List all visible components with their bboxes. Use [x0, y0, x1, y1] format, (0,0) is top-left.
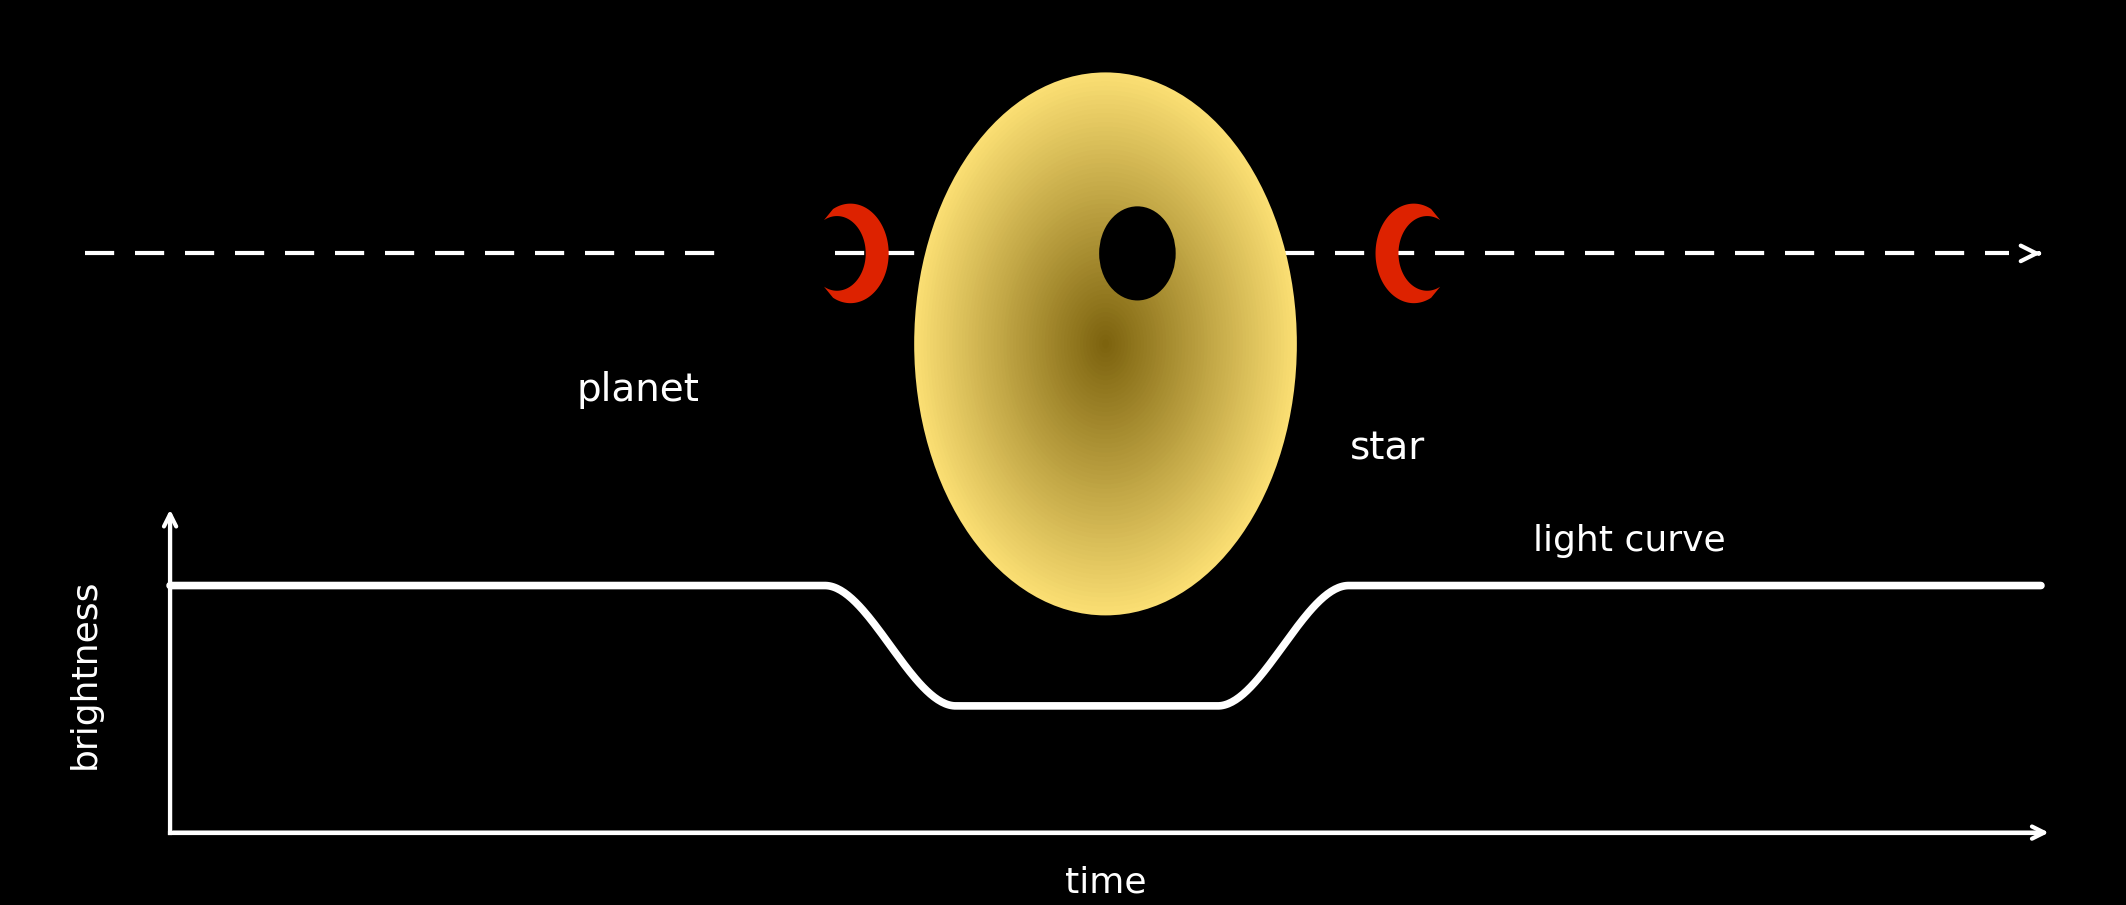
Ellipse shape	[927, 90, 1284, 597]
Ellipse shape	[959, 136, 1252, 552]
Ellipse shape	[1054, 272, 1157, 416]
Ellipse shape	[914, 72, 1297, 615]
Ellipse shape	[1099, 206, 1176, 300]
Ellipse shape	[1048, 262, 1163, 425]
Ellipse shape	[1072, 294, 1140, 394]
Ellipse shape	[1061, 281, 1150, 407]
Ellipse shape	[1099, 335, 1112, 353]
Text: time: time	[1065, 865, 1146, 900]
Ellipse shape	[1023, 226, 1188, 462]
Ellipse shape	[944, 113, 1267, 575]
Ellipse shape	[948, 122, 1263, 566]
Ellipse shape	[1008, 204, 1203, 484]
Ellipse shape	[1097, 330, 1114, 357]
Ellipse shape	[965, 145, 1246, 543]
Ellipse shape	[940, 109, 1271, 579]
Ellipse shape	[1029, 235, 1182, 452]
Ellipse shape	[1059, 276, 1152, 412]
Ellipse shape	[931, 95, 1280, 593]
Ellipse shape	[729, 199, 823, 308]
Ellipse shape	[1046, 258, 1165, 430]
Ellipse shape	[921, 81, 1290, 606]
Ellipse shape	[986, 176, 1225, 511]
Ellipse shape	[969, 149, 1242, 538]
Text: light curve: light curve	[1533, 524, 1726, 558]
Polygon shape	[825, 204, 889, 303]
Ellipse shape	[1033, 240, 1178, 448]
Ellipse shape	[995, 186, 1216, 502]
Ellipse shape	[1027, 231, 1186, 457]
Ellipse shape	[1082, 312, 1129, 376]
Text: brightness: brightness	[68, 579, 102, 769]
Ellipse shape	[1016, 217, 1195, 471]
Ellipse shape	[1076, 303, 1135, 385]
Ellipse shape	[978, 163, 1233, 525]
Ellipse shape	[1037, 249, 1174, 439]
Text: star: star	[1350, 430, 1424, 468]
Ellipse shape	[918, 77, 1295, 611]
Ellipse shape	[946, 118, 1265, 570]
Ellipse shape	[1001, 195, 1212, 493]
Ellipse shape	[984, 172, 1227, 516]
Ellipse shape	[1050, 267, 1161, 421]
Text: planet: planet	[576, 371, 699, 409]
Ellipse shape	[955, 131, 1254, 557]
Ellipse shape	[952, 127, 1259, 561]
Ellipse shape	[935, 104, 1276, 584]
Ellipse shape	[1035, 244, 1176, 443]
Polygon shape	[1376, 204, 1439, 303]
Ellipse shape	[1101, 339, 1110, 348]
Ellipse shape	[933, 100, 1278, 588]
Ellipse shape	[1091, 321, 1123, 367]
Ellipse shape	[1093, 326, 1118, 362]
Ellipse shape	[1014, 213, 1199, 475]
Ellipse shape	[923, 86, 1286, 602]
Ellipse shape	[1067, 290, 1144, 398]
Ellipse shape	[1074, 299, 1137, 389]
Ellipse shape	[1080, 308, 1131, 380]
Ellipse shape	[1003, 199, 1208, 489]
Ellipse shape	[972, 154, 1239, 534]
Ellipse shape	[1020, 222, 1191, 466]
Ellipse shape	[1042, 253, 1169, 434]
Ellipse shape	[982, 167, 1229, 520]
Ellipse shape	[1010, 208, 1201, 480]
Ellipse shape	[961, 140, 1250, 548]
Ellipse shape	[991, 181, 1220, 507]
Ellipse shape	[1086, 317, 1125, 371]
Ellipse shape	[997, 190, 1214, 498]
Ellipse shape	[974, 158, 1237, 529]
Ellipse shape	[1063, 285, 1148, 403]
